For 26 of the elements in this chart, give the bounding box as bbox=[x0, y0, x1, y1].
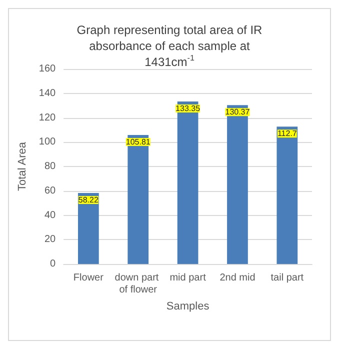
bar bbox=[128, 135, 149, 264]
data-label: 105.81 bbox=[126, 138, 151, 147]
y-tick-label: 120 bbox=[38, 112, 56, 124]
data-label: 130.37 bbox=[225, 108, 250, 117]
bar bbox=[177, 101, 198, 264]
x-tick-label: 2nd mid bbox=[220, 272, 256, 284]
y-tick-label: 0 bbox=[50, 258, 56, 270]
y-tick-label: 100 bbox=[38, 136, 56, 148]
x-tick-label: down part of flower bbox=[114, 272, 162, 296]
y-tick-label: 40 bbox=[44, 210, 56, 221]
y-tick-label: 60 bbox=[44, 185, 56, 196]
bar bbox=[227, 105, 248, 264]
x-tick-label: tail part bbox=[270, 272, 304, 284]
data-label: 112.7 bbox=[277, 129, 298, 138]
y-tick-label: 140 bbox=[38, 88, 56, 99]
y-tick-label: 80 bbox=[44, 161, 56, 172]
y-tick-label: 160 bbox=[38, 64, 56, 74]
bar bbox=[78, 193, 99, 264]
y-tick-label: 20 bbox=[44, 234, 56, 246]
x-axis-title: Samples bbox=[166, 300, 210, 312]
x-tick-label: Flower bbox=[73, 272, 104, 284]
data-label: 133.35 bbox=[176, 104, 201, 113]
bar bbox=[276, 126, 298, 264]
x-tick-label: mid part bbox=[170, 272, 206, 284]
y-axis-title: Total Area bbox=[16, 141, 28, 191]
data-label: 58.22 bbox=[78, 196, 99, 205]
